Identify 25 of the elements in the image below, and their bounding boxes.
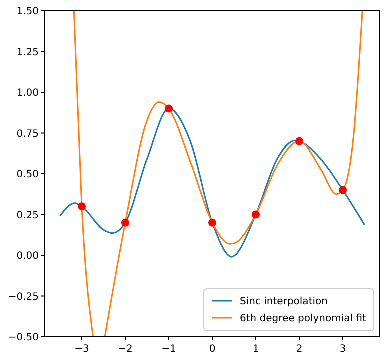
x-tick-label: 0 [209, 344, 216, 355]
y-tick-label: 1.00 [16, 88, 39, 99]
y-tick-label: 0.75 [16, 128, 39, 140]
x-tick-label: 1 [252, 344, 260, 355]
point [208, 218, 216, 227]
y-tick-label: 0.50 [16, 170, 39, 180]
x-tick-label: 3 [340, 344, 346, 355]
point [78, 202, 86, 211]
x-tick-label: −1 [162, 344, 176, 355]
y-tick-label: −0.50 [8, 332, 39, 344]
point [296, 137, 304, 146]
y-tick-label: −0.25 [8, 292, 39, 303]
legend-label: 6th degree polynomial fit [240, 314, 367, 324]
x-tick-label: −2 [118, 344, 133, 355]
point [164, 104, 173, 113]
y-tick-label: 1.50 [16, 6, 39, 18]
x-tick-label: 2 [296, 344, 303, 355]
y-tick-label: 1.25 [16, 47, 39, 58]
y-tick-label: 0.25 [16, 210, 39, 222]
x-tick-label: −3 [74, 344, 90, 355]
point [252, 210, 260, 219]
point [121, 218, 130, 227]
legend-label: Sinc interpolation [240, 296, 328, 308]
point [339, 186, 348, 194]
y-tick-label: 0.00 [16, 251, 39, 262]
